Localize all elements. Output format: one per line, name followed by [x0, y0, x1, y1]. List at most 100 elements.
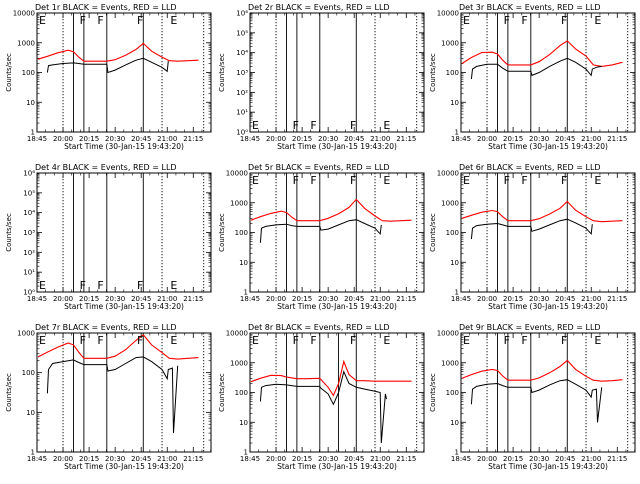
event-letter: F [504, 334, 510, 347]
plot-frame [249, 172, 425, 293]
event-letter: F [350, 174, 356, 187]
event-letter: F [97, 279, 103, 292]
x-axis-label: Start Time (30-Jan-15 19:43:20) [277, 462, 397, 471]
event-letter: E [463, 334, 470, 347]
event-letter: F [310, 119, 316, 132]
event-letter: F [504, 174, 510, 187]
lld-series-line [37, 334, 199, 360]
y-tick-label: 1 [455, 129, 459, 137]
y-axis-label: Counts/sec [5, 53, 13, 92]
x-tick-label: 21:15 [183, 135, 203, 143]
event-letter: F [561, 334, 567, 347]
x-axis-label: Start Time (30-Jan-15 19:43:20) [488, 462, 608, 471]
x-tick-label: 21:00 [581, 455, 601, 463]
x-tick-label: 21:15 [183, 455, 203, 463]
y-tick-label: 10 [450, 259, 459, 267]
x-tick-label: 18:45 [27, 295, 47, 303]
event-letter: E [383, 119, 390, 132]
x-tick-label: 18:45 [451, 135, 471, 143]
y-tick-label: 100 [235, 389, 248, 397]
panel-2: Det 2r BLACK = Events, RED = LLD 10⁰ 10¹ 10… [218, 3, 425, 151]
x-tick-label: 18:45 [451, 455, 471, 463]
x-tick-label: 20:00 [53, 135, 73, 143]
x-tick-label: 20:15 [503, 295, 523, 303]
event-letter: F [137, 334, 143, 347]
y-tick-label: 10² [23, 249, 35, 257]
y-tick-label: 10⁶ [236, 10, 248, 18]
y-tick-label: 10⁵ [23, 189, 35, 197]
panel-title: Det 5r BLACK = Events, RED = LLD [248, 163, 390, 172]
plot-frame [460, 172, 636, 293]
panel-9: Det 9r BLACK = Events, RED = LLD 1 10 100 10… [429, 323, 636, 471]
events-series-line [259, 219, 382, 243]
panel-title: Det 6r BLACK = Events, RED = LLD [459, 163, 601, 172]
y-tick-label: 10³ [23, 229, 35, 237]
events-series-line [470, 379, 603, 423]
y-tick-label: 1000 [230, 199, 248, 207]
panel-title: Det 4r BLACK = Events, RED = LLD [35, 163, 177, 172]
x-tick-label: 20:30 [318, 135, 338, 143]
lld-series-line [461, 359, 623, 382]
y-axis-label: Counts/sec [218, 373, 226, 412]
event-letter: E [170, 14, 177, 27]
x-tick-label: 21:00 [370, 135, 390, 143]
y-axis-label: Counts/sec [5, 373, 13, 412]
x-tick-label: 21:15 [396, 135, 416, 143]
x-tick-label: 20:30 [105, 455, 125, 463]
x-tick-label: 20:15 [79, 135, 99, 143]
x-tick-label: 20:30 [318, 455, 338, 463]
event-letter: F [97, 334, 103, 347]
event-letter: E [383, 174, 390, 187]
x-tick-label: 20:00 [53, 295, 73, 303]
x-tick-label: 20:45 [555, 455, 575, 463]
lld-series-line [461, 200, 623, 223]
x-tick-label: 20:30 [105, 295, 125, 303]
event-letter: F [80, 279, 86, 292]
x-tick-label: 20:45 [131, 295, 151, 303]
y-tick-label: 10⁶ [23, 170, 35, 178]
x-tick-label: 20:45 [555, 295, 575, 303]
event-letter: F [521, 174, 527, 187]
x-tick-label: 21:00 [157, 135, 177, 143]
x-tick-label: 20:30 [529, 295, 549, 303]
y-tick-label: 100 [446, 69, 459, 77]
x-tick-label: 20:30 [318, 295, 338, 303]
lld-series-line [461, 40, 623, 67]
y-tick-label: 10⁴ [236, 49, 248, 57]
y-tick-label: 1000 [17, 39, 35, 47]
x-tick-label: 20:45 [555, 135, 575, 143]
x-axis-label: Start Time (30-Jan-15 19:43:20) [277, 302, 397, 311]
x-tick-label: 21:15 [183, 295, 203, 303]
y-tick-label: 10⁴ [23, 209, 35, 217]
event-letter: E [463, 174, 470, 187]
x-axis-label: Start Time (30-Jan-15 19:43:20) [277, 142, 397, 151]
y-tick-label: 10000 [437, 330, 459, 338]
y-tick-label: 10000 [226, 330, 248, 338]
y-axis-label: Counts/sec [218, 213, 226, 252]
y-tick-label: 1 [455, 289, 459, 297]
x-axis-label: Start Time (30-Jan-15 19:43:20) [488, 302, 608, 311]
x-tick-label: 20:45 [131, 455, 151, 463]
event-letter: E [594, 14, 601, 27]
y-axis-label: Counts/sec [429, 53, 437, 92]
x-tick-label: 21:15 [396, 295, 416, 303]
x-tick-label: 20:15 [503, 135, 523, 143]
event-letter: E [39, 14, 46, 27]
y-tick-label: 1000 [441, 359, 459, 367]
y-axis-label: Counts/sec [218, 53, 226, 92]
x-tick-label: 21:15 [607, 455, 627, 463]
event-letter: E [594, 334, 601, 347]
event-letter: F [561, 14, 567, 27]
y-tick-label: 10000 [13, 10, 35, 18]
y-tick-label: 100 [235, 229, 248, 237]
plot-frame [249, 12, 425, 133]
event-letter: F [293, 119, 299, 132]
lld-series-line [37, 42, 199, 62]
y-tick-label: 10 [450, 99, 459, 107]
x-tick-label: 20:00 [266, 295, 286, 303]
y-tick-label: 10000 [226, 170, 248, 178]
event-letter: E [252, 334, 259, 347]
plot-frame [460, 12, 636, 133]
y-tick-label: 1000 [230, 359, 248, 367]
events-series-line [470, 57, 602, 80]
